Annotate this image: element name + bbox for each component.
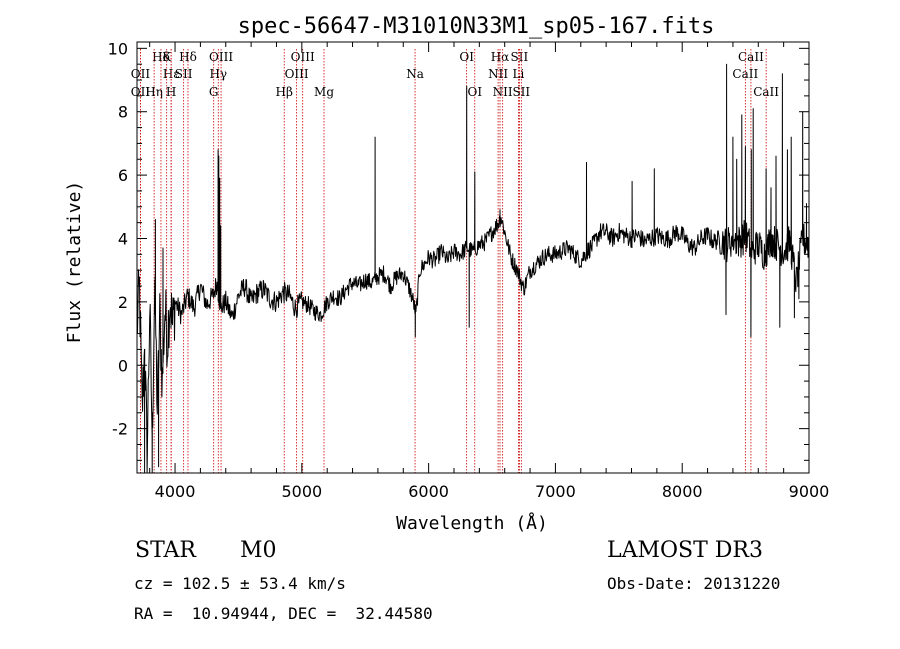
spectral-line-label: K [162, 50, 172, 64]
chart-title: spec-56647-M31010N33M1_sp05-167.fits [238, 14, 715, 39]
y-axis-label: Flux (relative) [64, 181, 85, 344]
spectral-line-label: Hβ [276, 85, 293, 99]
y-tick-label: 4 [118, 229, 128, 248]
y-tick-label: 0 [118, 356, 128, 375]
spectral-line-label: NII [488, 67, 508, 81]
x-tick-label: 5000 [281, 482, 322, 501]
coordinates-text: RA = 10.94944, DEC = 32.44580 [134, 604, 433, 623]
x-tick-label: 4000 [155, 482, 196, 501]
spectral-line-label: OII [131, 85, 151, 99]
y-tick-label: 6 [118, 166, 128, 185]
spectral-line-label: Hη [145, 85, 163, 99]
spectral-line-label: Hα [491, 50, 510, 64]
spectral-line-label: OI [459, 50, 474, 64]
spectral-line-label: NII [493, 85, 513, 99]
spectrum-curve-layer [136, 63, 810, 474]
spectral-line-label: OIII [209, 50, 233, 64]
spectral-line-label: Mg [314, 85, 334, 99]
plot-frame [136, 41, 810, 474]
survey-label: LAMOST DR3 [607, 538, 763, 563]
obs-date-text: Obs-Date: 20131220 [607, 574, 781, 593]
x-axis-label: Wavelength (Å) [396, 512, 548, 534]
spectral-line-label: H [166, 85, 176, 99]
spectral-line-label: CaII [753, 85, 779, 99]
spectral-line-label: Hγ [209, 67, 227, 81]
spectral-line-label: Hδ [152, 50, 170, 64]
object-subclass: M0 [240, 538, 277, 563]
spectral-line-label: Li [512, 67, 524, 81]
spectral-line-label: OIII [291, 50, 315, 64]
spectral-line-label: CaII [732, 67, 758, 81]
spectral-line-label: SII [175, 67, 193, 81]
spectrum-chart: spec-56647-M31010N33M1_sp05-167.fits Hδ O… [64, 14, 830, 534]
x-tick-label: 8000 [662, 482, 703, 501]
y-tick-label: -2 [112, 420, 128, 439]
redshift-text: cz = 102.5 ± 53.4 km/s [134, 574, 346, 593]
spectral-line-label: Na [406, 67, 424, 81]
spectral-line-label: OI [467, 85, 482, 99]
x-tick-label: 9000 [789, 482, 830, 501]
x-tick-label: 6000 [408, 482, 449, 501]
y-tick-label: 2 [118, 293, 128, 312]
axes: 4000 5000 6000 7000 8000 9000 -2 0 2 4 6 8 10 [108, 39, 830, 501]
x-tick-label: 7000 [535, 482, 576, 501]
spectral-line-label: Hδ [179, 50, 197, 64]
object-class: STAR [135, 538, 196, 563]
spectral-line-label: G [209, 85, 219, 99]
y-tick-label: 10 [108, 39, 128, 58]
spectral-line-label: CaII [738, 50, 764, 64]
y-tick-label: 8 [118, 103, 128, 122]
spectrum-line [136, 63, 810, 474]
spectral-line-label: OIII [285, 67, 309, 81]
spectral-line-label: SII [512, 85, 530, 99]
spectral-line-label: SII [511, 50, 529, 64]
